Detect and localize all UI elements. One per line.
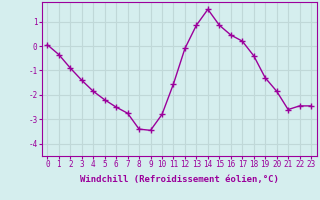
X-axis label: Windchill (Refroidissement éolien,°C): Windchill (Refroidissement éolien,°C) <box>80 175 279 184</box>
